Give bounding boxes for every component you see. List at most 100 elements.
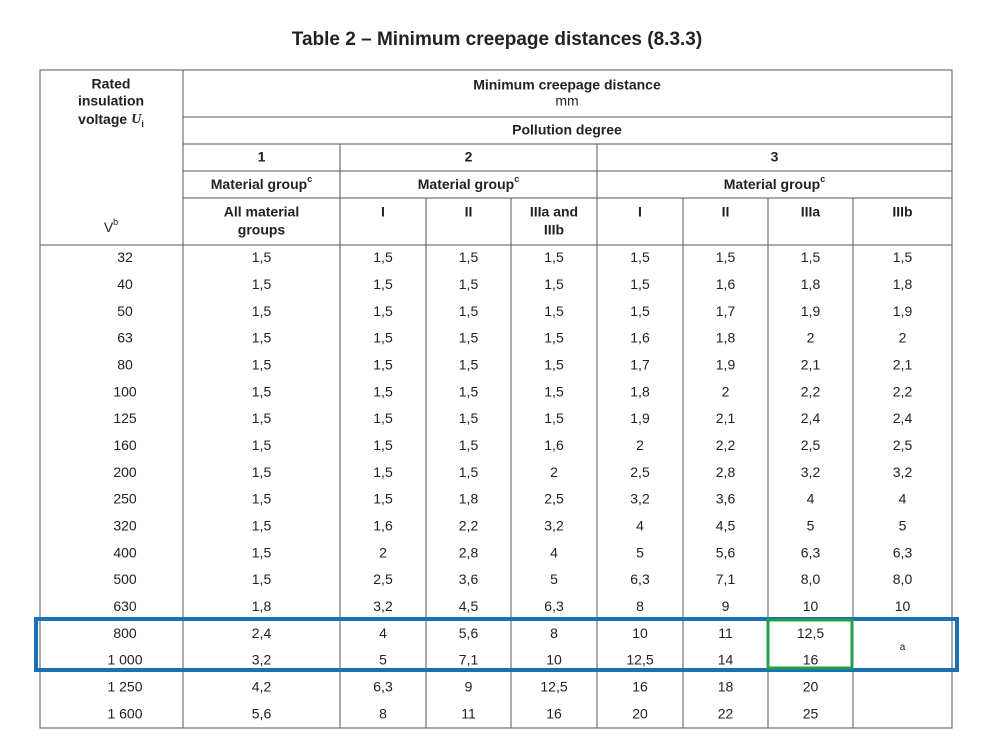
value-cell: 12,5 [540, 678, 567, 694]
header-label: insulation [78, 93, 144, 109]
voltage-cell: 630 [113, 598, 137, 614]
highlight-cells [766, 618, 854, 670]
value-cell: 1,5 [544, 356, 564, 372]
value-cell: 10 [895, 598, 911, 614]
material-group: IIIa and [530, 204, 578, 220]
material-group: II [465, 204, 473, 220]
degree-label: 1 [258, 149, 266, 165]
value-cell: 1,5 [252, 330, 272, 346]
value-cell: 1,5 [373, 356, 393, 372]
value-cell: 2,1 [716, 410, 736, 426]
voltage-cell: 200 [113, 464, 137, 480]
voltage-cell: 80 [117, 356, 133, 372]
voltage-cell: 320 [113, 517, 137, 533]
value-cell: 1,5 [459, 249, 479, 265]
voltage-cell: 500 [113, 571, 137, 587]
value-cell: 9 [722, 598, 730, 614]
footnote-cell: a [900, 642, 906, 653]
material-group-label: Material groupc [418, 174, 519, 191]
voltage-cell: 125 [113, 410, 137, 426]
voltage-cell: 1 000 [107, 652, 142, 668]
value-cell: 2 [807, 330, 815, 346]
value-cell: 1,5 [373, 330, 393, 346]
value-cell: 2,4 [252, 625, 272, 641]
value-cell: 1,5 [252, 491, 272, 507]
value-cell: 3,2 [630, 491, 650, 507]
value-cell: 1,5 [544, 330, 564, 346]
value-cell: 2 [379, 544, 387, 560]
value-cell: 4 [550, 544, 558, 560]
voltage-cell: 32 [117, 249, 133, 265]
value-cell: 3,6 [716, 491, 736, 507]
value-cell: 4 [636, 517, 644, 533]
value-cell: 2,1 [893, 356, 913, 372]
value-cell: 16 [803, 652, 819, 668]
value-cell: 2,2 [459, 517, 479, 533]
value-cell: 2,8 [716, 464, 736, 480]
value-cell: 18 [718, 678, 734, 694]
material-group-label: Material groupc [211, 174, 312, 191]
value-cell: 1,5 [459, 303, 479, 319]
material-group-label-mark: c [820, 174, 825, 184]
value-cell: 1,5 [801, 249, 821, 265]
unit-label: Vb [104, 217, 118, 234]
value-cell: 2,2 [893, 383, 913, 399]
value-cell: 1,5 [630, 249, 650, 265]
value-cell: 4,2 [252, 678, 272, 694]
value-cell: 3,2 [252, 652, 272, 668]
value-cell: 16 [546, 705, 562, 721]
value-cell: 5 [807, 517, 815, 533]
value-cell: 11 [718, 625, 733, 641]
value-cell: 1,8 [252, 598, 272, 614]
voltage-cell: 400 [113, 544, 137, 560]
value-cell: 1,8 [893, 276, 913, 292]
header-label: Pollution degree [512, 122, 622, 138]
material-group: IIIb [544, 222, 564, 238]
value-cell: 7,1 [716, 571, 736, 587]
value-cell: 1,5 [630, 276, 650, 292]
value-cell: 1,6 [373, 517, 393, 533]
material-group-label-main: Material group [724, 176, 820, 192]
value-cell: 7,1 [459, 652, 479, 668]
material-group: II [722, 204, 730, 220]
material-group: All material [224, 204, 299, 220]
value-cell: 1,9 [630, 410, 650, 426]
voltage-cell: 250 [113, 491, 137, 507]
value-cell: 1,5 [459, 410, 479, 426]
material-group-label-main: Material group [418, 176, 514, 192]
value-cell: 1,5 [252, 276, 272, 292]
value-cell: 8 [550, 625, 558, 641]
header-label: Rated [92, 76, 131, 92]
value-cell: 1,5 [544, 383, 564, 399]
value-cell: 3,6 [459, 571, 479, 587]
value-cell: 20 [803, 678, 819, 694]
value-cell: 1,5 [373, 383, 393, 399]
value-cell: 2 [636, 437, 644, 453]
value-cell: 4 [899, 491, 907, 507]
voltage-cell: 50 [117, 303, 133, 319]
value-cell: 2,5 [630, 464, 650, 480]
value-cell: 2,5 [544, 491, 564, 507]
value-cell: 11 [461, 705, 476, 721]
unit-label-main: V [104, 219, 114, 235]
value-cell: 1,5 [373, 410, 393, 426]
value-cell: 1,6 [630, 330, 650, 346]
value-cell: 25 [803, 705, 819, 721]
value-cell: 6,3 [373, 678, 393, 694]
value-cell: 4,5 [716, 517, 736, 533]
value-cell: 16 [632, 678, 648, 694]
value-cell: 12,5 [797, 625, 824, 641]
value-cell: 2,5 [801, 437, 821, 453]
value-cell: 1,5 [459, 276, 479, 292]
voltage-cell: 800 [113, 625, 137, 641]
value-cell: 1,9 [716, 356, 736, 372]
header-label-mark: i [141, 119, 144, 129]
value-cell: 1,5 [459, 383, 479, 399]
material-group: IIIb [892, 204, 912, 220]
value-cell: 6,3 [893, 544, 913, 560]
value-cell: 10 [546, 652, 562, 668]
value-cell: 1,5 [252, 383, 272, 399]
value-cell: 8 [379, 705, 387, 721]
material-group-label-main: Material group [211, 176, 307, 192]
